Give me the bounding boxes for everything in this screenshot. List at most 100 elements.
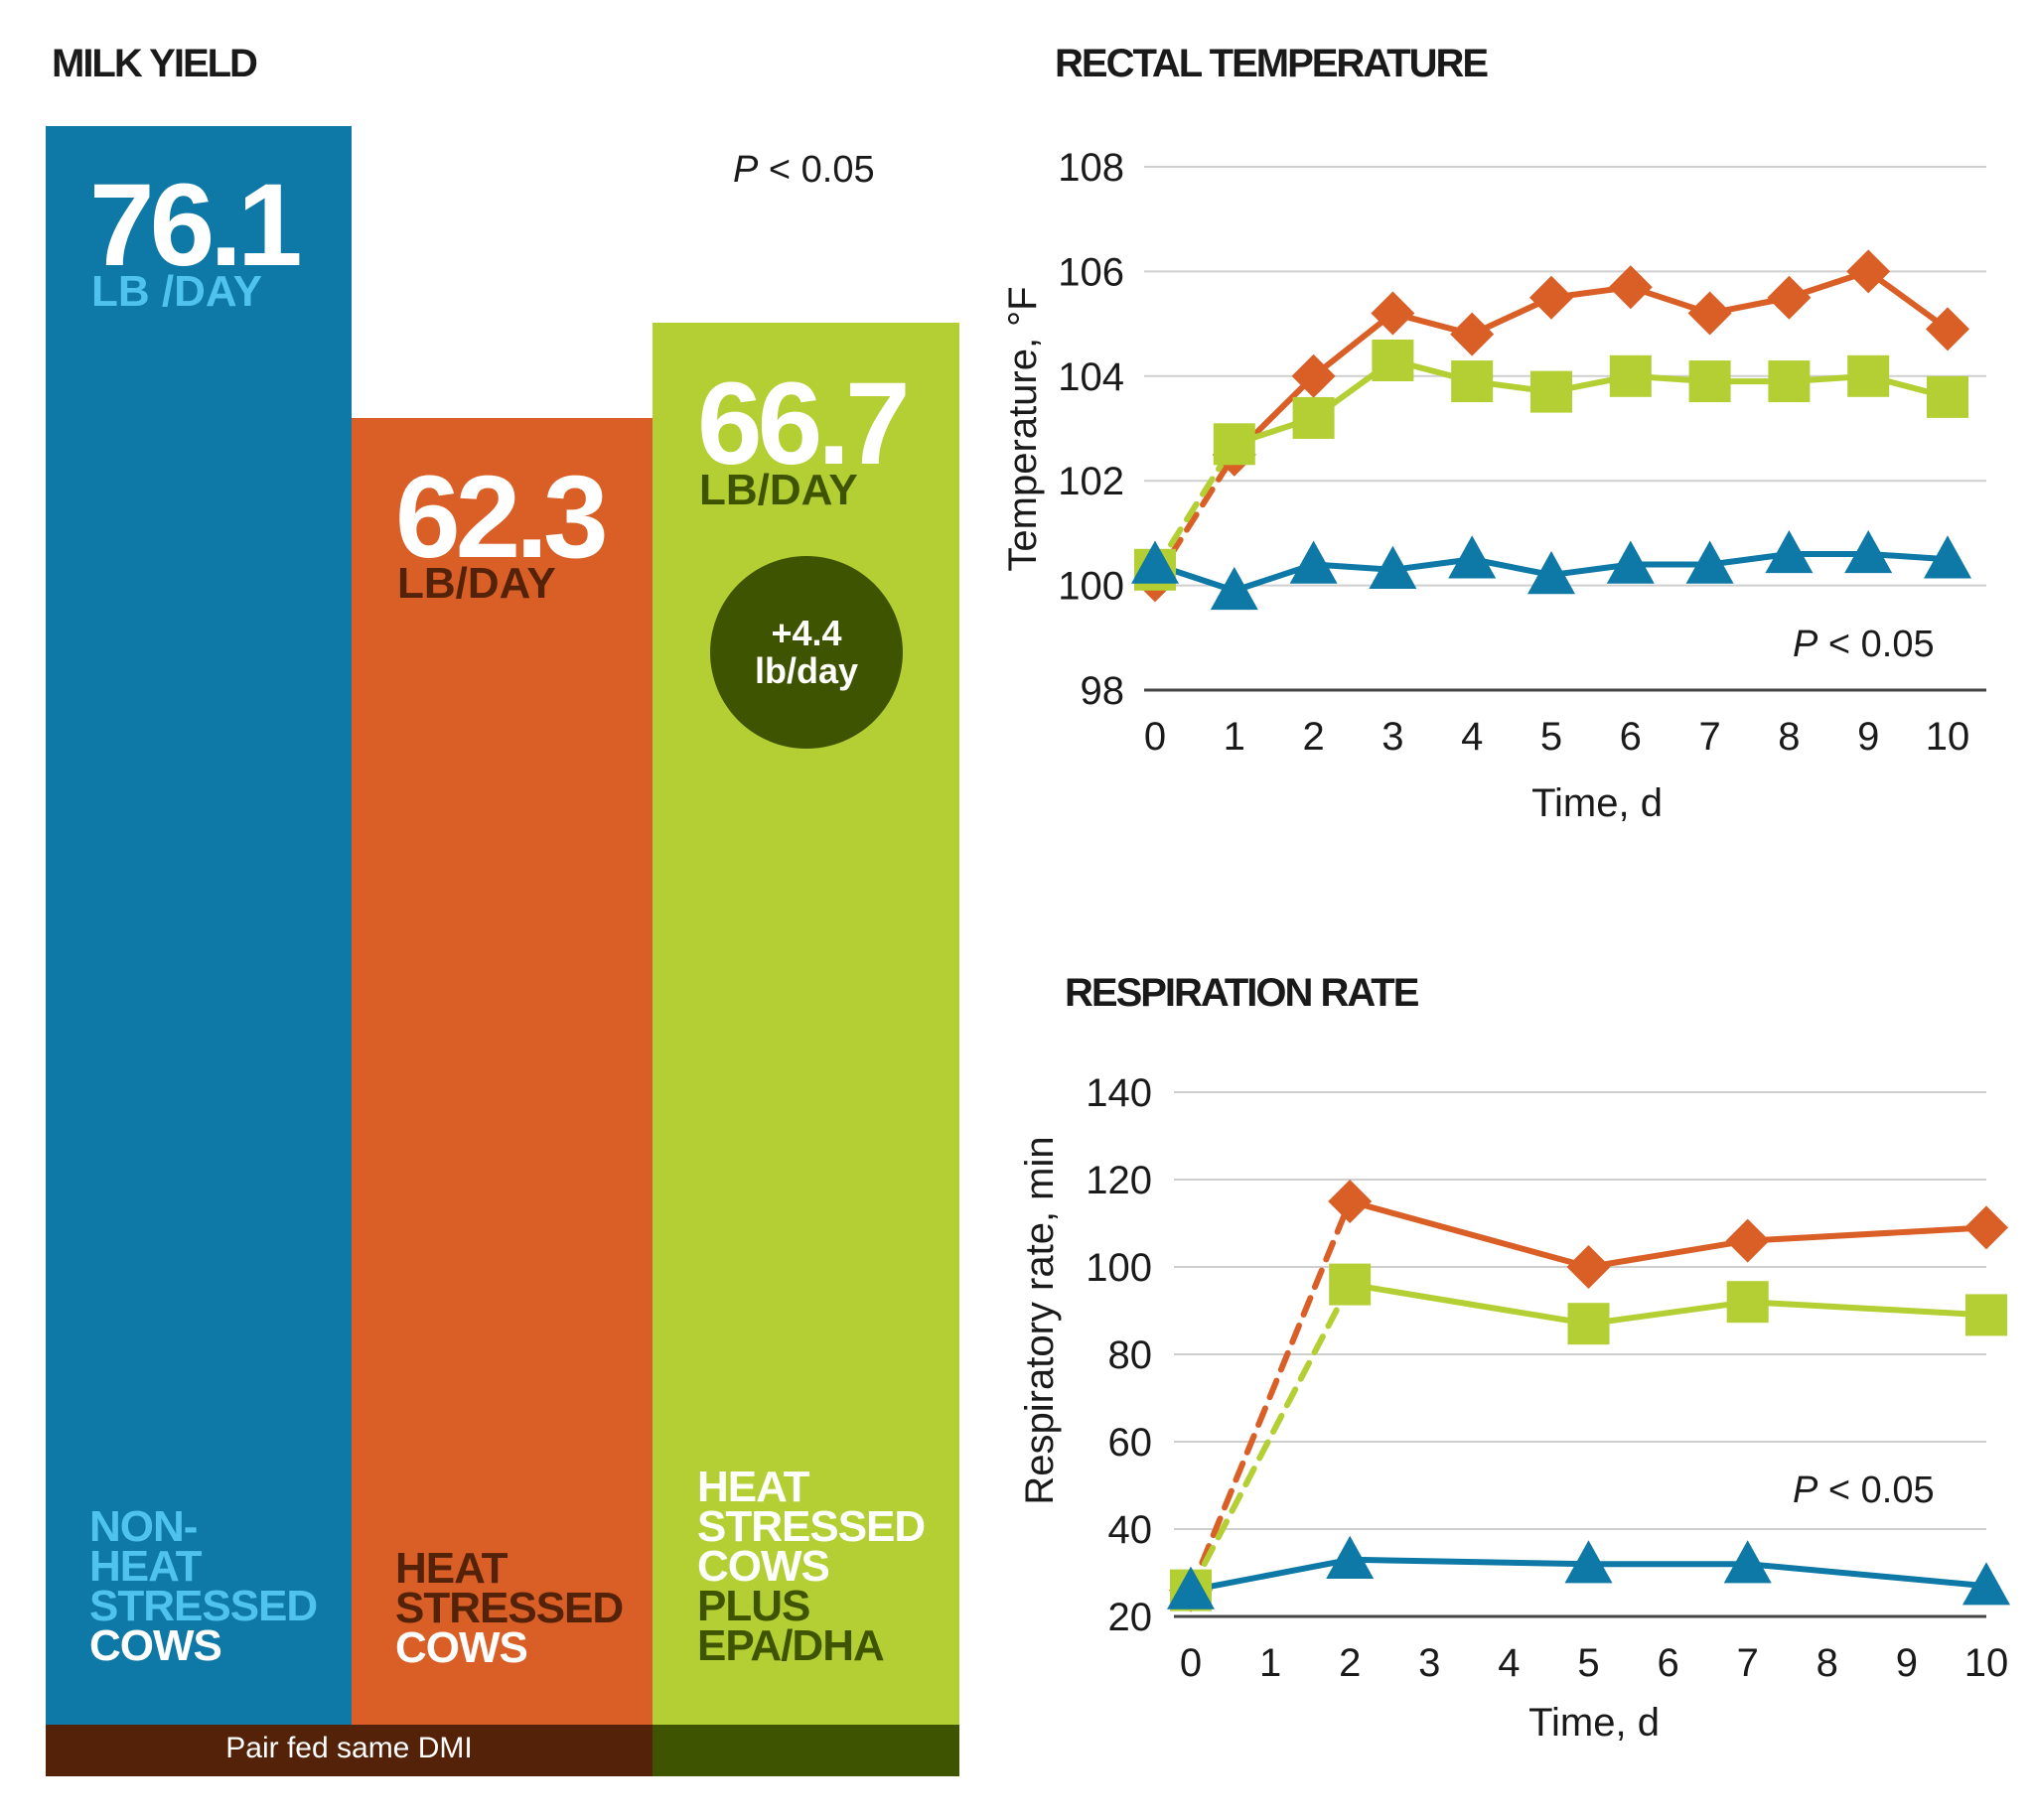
x-tick-label: 3 [1381,715,1403,759]
data-point-square [1213,423,1255,466]
x-tick-label: 7 [1737,1641,1759,1685]
x-tick-label: 4 [1498,1641,1520,1685]
difference-badge: +4.4 lb/day [710,556,903,749]
data-point-square [1609,354,1652,397]
data-point-triangle [1924,535,1971,579]
data-point-triangle [1765,529,1814,574]
data-point-diamond [1725,1218,1770,1263]
x-tick-label: 10 [1964,1641,2009,1685]
bar-unit-label: LB/DAY [397,559,556,608]
x-tick-label: 4 [1461,715,1483,759]
bar-value-label: 62.3 [395,452,609,583]
y-tick-label: 140 [1086,1071,1152,1115]
data-point-square [1329,1263,1372,1306]
data-point-diamond [1926,307,1969,351]
y-tick-label: 106 [1058,250,1124,294]
series-dashed-segment [1152,451,1237,584]
data-point-triangle [1606,540,1655,584]
footer-band-epa [653,1725,959,1776]
data-point-diamond [1529,275,1573,320]
respiration-p-value: P < 0.05 [1793,1470,1935,1511]
data-point-triangle [1844,529,1893,574]
y-tick-label: 60 [1108,1421,1153,1465]
data-point-square [1688,360,1731,403]
x-tick-label: 5 [1577,1641,1599,1685]
y-tick-label: 40 [1108,1508,1153,1552]
y-tick-label: 80 [1108,1333,1153,1377]
y-tick-label: 108 [1058,146,1124,190]
bar-value-label: 76.1 [89,160,303,291]
data-point-triangle [1685,540,1734,584]
badge-value: +4.4 [771,613,842,653]
data-point-triangle [1369,545,1417,589]
milk-p-value: P < 0.05 [733,149,875,191]
data-point-square [1847,354,1890,397]
bar-value-label: 66.7 [697,358,911,490]
badge-unit: lb/day [754,650,859,691]
data-point-square [1530,370,1572,413]
data-point-square [1726,1281,1769,1324]
x-tick-label: 8 [1778,715,1800,759]
data-point-triangle [1289,540,1338,584]
x-tick-label: 9 [1857,715,1879,759]
x-tick-label: 3 [1418,1641,1440,1685]
y-tick-label: 100 [1086,1246,1152,1290]
data-point-triangle [1723,1540,1772,1584]
data-point-diamond [1291,353,1336,398]
bar-category-label: NON- HEAT STRESSED COWS [89,1502,318,1670]
x-tick-label: 1 [1259,1641,1281,1685]
data-point-diamond [1846,249,1891,294]
x-tick-label: 2 [1302,715,1324,759]
data-point-square [1372,339,1414,381]
data-point-triangle [1210,566,1258,611]
pair-fed-label: Pair fed same DMI [225,1732,473,1764]
y-tick-label: 104 [1058,355,1124,399]
x-tick-label: 5 [1540,715,1562,759]
x-tick-label: 6 [1657,1641,1678,1685]
y-tick-label: 120 [1086,1159,1152,1202]
data-point-triangle [1326,1535,1375,1579]
data-point-square [1292,396,1335,439]
x-tick-label: 9 [1896,1641,1918,1685]
series-dashed-segment [1188,1281,1354,1594]
bar-category-label: HEAT STRESSED COWS PLUS EPA/DHA [697,1463,926,1670]
x-tick-label: 2 [1339,1641,1361,1685]
bar-heat-stressed [352,418,653,1725]
data-point-triangle [1527,551,1575,595]
x-tick-label: 1 [1224,715,1245,759]
respiration-rate-title: RESPIRATION RATE [1065,971,1419,1015]
x-axis-title: Time, d [1531,781,1663,825]
series-dashed-segment [1188,1198,1354,1594]
data-point-diamond [1608,265,1653,310]
y-tick-label: 100 [1058,565,1124,609]
x-tick-label: 7 [1698,715,1720,759]
series-line [1349,1281,1987,1328]
data-point-diamond [1767,275,1812,320]
data-point-square [1965,1294,2007,1336]
data-point-diamond [1450,312,1495,356]
data-point-triangle [1448,535,1497,579]
x-axis-title: Time, d [1528,1701,1660,1745]
y-tick-label: 20 [1108,1596,1153,1639]
y-axis-title: Respiratory rate, min [1018,1136,1062,1504]
x-tick-label: 8 [1816,1641,1838,1685]
data-point-diamond [1371,291,1415,336]
data-point-square [1567,1303,1610,1345]
x-tick-label: 0 [1180,1641,1202,1685]
data-point-square [1927,375,1968,418]
milk-yield-title: MILK YIELD [52,42,258,85]
data-point-triangle [1131,540,1179,584]
data-point-triangle [1564,1540,1613,1584]
series-dashed-segment [1152,441,1237,573]
data-point-square [1451,360,1494,403]
data-point-triangle [1962,1562,2010,1606]
x-tick-label: 0 [1144,715,1166,759]
rectal-p-value: P < 0.05 [1793,624,1935,665]
y-tick-label: 98 [1081,669,1125,713]
rectal-temperature-title: RECTAL TEMPERATURE [1055,42,1489,85]
bar-category-label: HEAT STRESSED COWS [395,1544,624,1672]
x-tick-label: 6 [1620,715,1642,759]
data-point-diamond [1687,291,1732,336]
